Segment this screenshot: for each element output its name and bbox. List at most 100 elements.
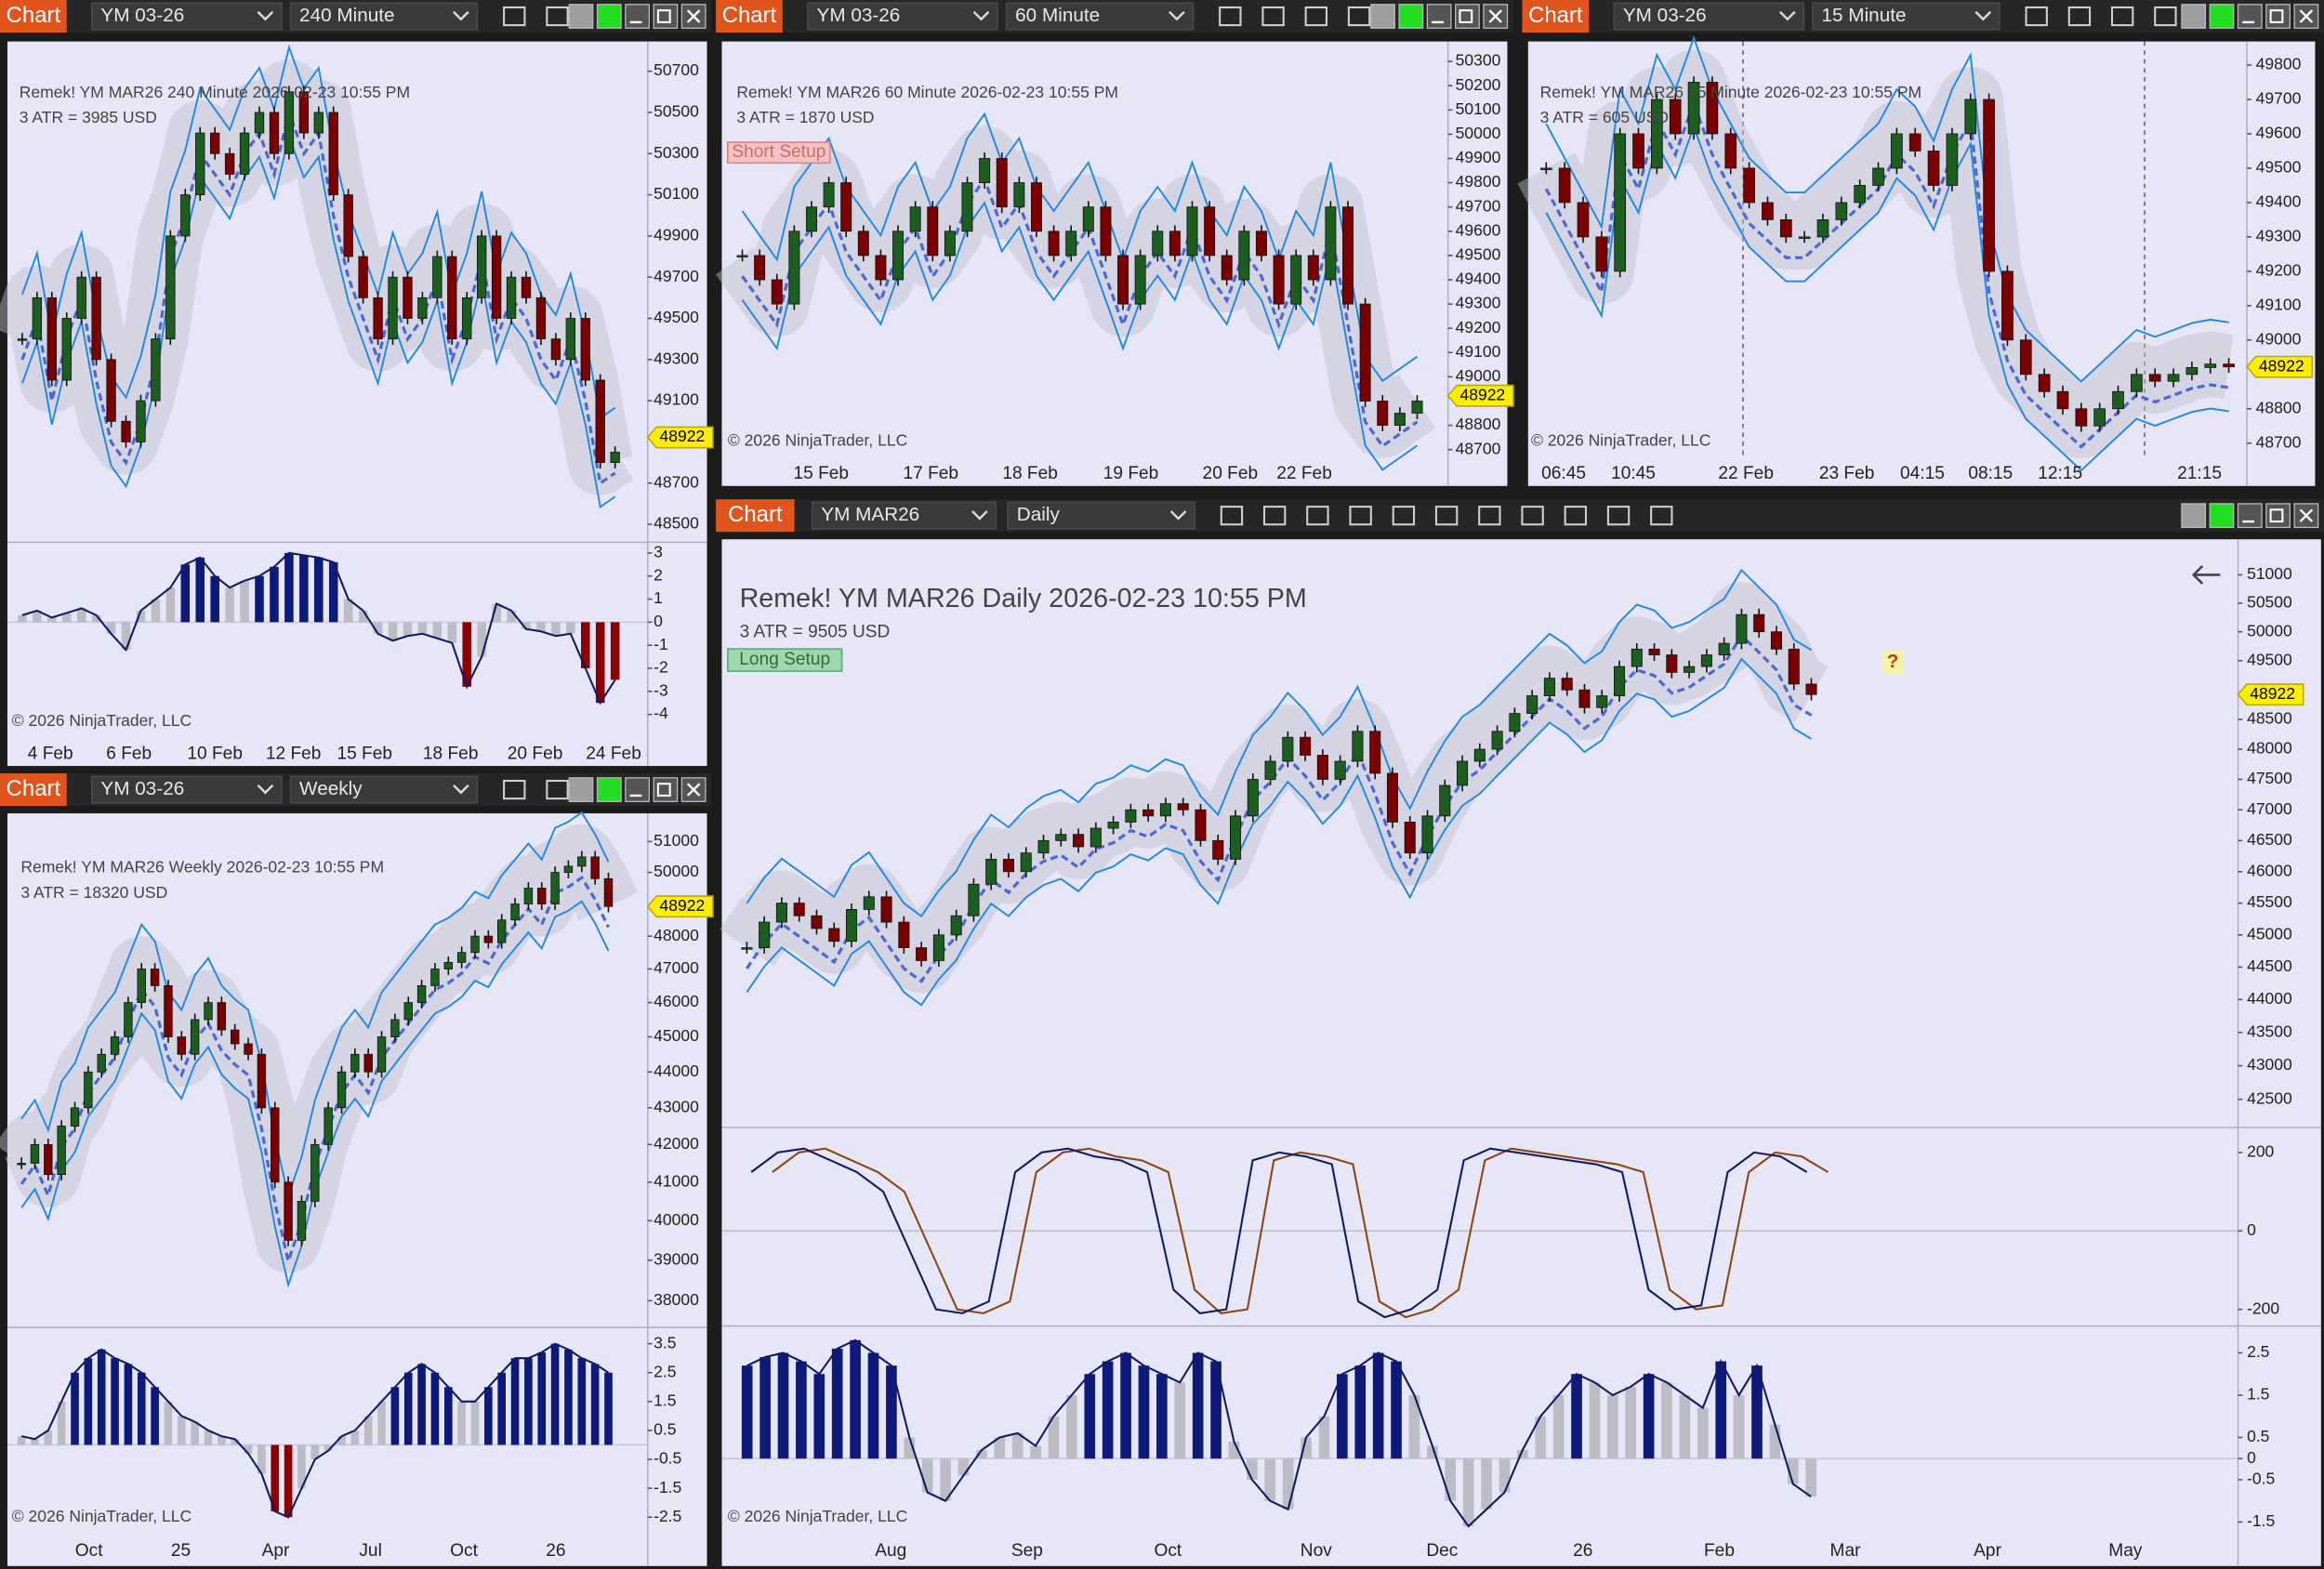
- toolbar-icon[interactable]: [546, 779, 569, 800]
- toolbar-icon[interactable]: [1392, 506, 1416, 526]
- chart-tab[interactable]: [716, 499, 795, 533]
- candle: [190, 1019, 200, 1055]
- x-axis-label: May: [2108, 1541, 2143, 1561]
- interval-dropdown[interactable]: [1812, 2, 2000, 31]
- hist-bar: [940, 1458, 951, 1501]
- instrument-dropdown[interactable]: [811, 501, 997, 530]
- candle: [736, 255, 748, 257]
- x-axis-label: 25: [171, 1541, 191, 1561]
- link-button[interactable]: [568, 777, 594, 802]
- toolbar-icon[interactable]: [2110, 6, 2134, 27]
- candle: [892, 231, 905, 281]
- link-button[interactable]: [2181, 503, 2207, 529]
- toolbar-icon[interactable]: [1304, 6, 1328, 27]
- toolbar-icon[interactable]: [1478, 506, 1501, 526]
- toolbar-icon[interactable]: [1219, 6, 1242, 27]
- toolbar-icon[interactable]: [1650, 506, 1673, 526]
- close-button[interactable]: [2293, 503, 2319, 529]
- candle: [580, 318, 590, 381]
- candle: [521, 276, 532, 298]
- chart-tab[interactable]: [716, 0, 783, 33]
- status-button[interactable]: [2209, 4, 2235, 29]
- instrument-dropdown[interactable]: [1613, 2, 1805, 31]
- instrument-dropdown[interactable]: [807, 2, 998, 31]
- hist-bar: [1228, 1442, 1240, 1459]
- candle: [1946, 133, 1959, 186]
- chart-title: Remek! YM MAR26 15 Minute 2026-02-23 10:…: [1540, 83, 1922, 101]
- interval-dropdown[interactable]: [1005, 2, 1195, 31]
- candle: [857, 231, 869, 257]
- status-button[interactable]: [596, 4, 622, 29]
- hist-bar: [1337, 1374, 1348, 1459]
- minimize-button[interactable]: [625, 777, 650, 802]
- instrument-dropdown[interactable]: [91, 775, 283, 804]
- toolbar-icon[interactable]: [2154, 6, 2177, 27]
- hist-bar: [76, 608, 86, 623]
- toolbar-icon[interactable]: [1564, 506, 1588, 526]
- candle: [1393, 413, 1406, 426]
- minimize-button[interactable]: [625, 4, 650, 29]
- candle: [1509, 713, 1521, 732]
- candle: [298, 91, 310, 134]
- toolbar-icon[interactable]: [1521, 506, 1544, 526]
- hist-bar: [1643, 1374, 1655, 1459]
- hist-tick-label: -1.5: [654, 1478, 681, 1496]
- toolbar-icon[interactable]: [1261, 6, 1285, 27]
- toolbar-icon[interactable]: [546, 6, 569, 27]
- chart-tab[interactable]: [0, 0, 67, 33]
- x-axis-label: 22 Feb: [1718, 464, 1774, 483]
- price-tick-label: 50200: [1456, 75, 1501, 94]
- close-glyph: [1488, 9, 1502, 23]
- instrument-dropdown[interactable]: [91, 2, 283, 31]
- minimize-button[interactable]: [2237, 4, 2263, 29]
- interval-dropdown[interactable]: [289, 775, 479, 804]
- interval-label: Weekly: [299, 778, 363, 799]
- toolbar-icon[interactable]: [1434, 506, 1459, 526]
- toolbar-icon[interactable]: [503, 779, 526, 800]
- link-button[interactable]: [1370, 4, 1395, 29]
- candle: [136, 400, 146, 442]
- status-button[interactable]: [2209, 503, 2235, 529]
- x-axis-label: Sep: [1011, 1541, 1043, 1561]
- candle: [1596, 695, 1608, 708]
- hist-bar: [314, 557, 324, 623]
- hist-bar: [91, 614, 101, 623]
- candle: [1577, 202, 1590, 238]
- candle: [1543, 678, 1555, 696]
- hist-tick-label: 0.5: [2247, 1427, 2269, 1445]
- toolbar-icon[interactable]: [1606, 506, 1631, 526]
- chart-tab[interactable]: [1522, 0, 1590, 33]
- toolbar-icon[interactable]: [1220, 506, 1244, 526]
- status-button[interactable]: [1398, 4, 1424, 29]
- candle: [239, 132, 250, 175]
- close-glyph: [686, 9, 701, 23]
- hist-bar: [1427, 1445, 1438, 1459]
- close-button[interactable]: [2293, 4, 2319, 29]
- chart-tab[interactable]: [0, 773, 67, 807]
- toolbar-icon[interactable]: [1262, 506, 1287, 526]
- price-tick-label: 45000: [654, 1026, 699, 1045]
- x-axis-label: 18 Feb: [1002, 464, 1058, 483]
- link-button[interactable]: [568, 4, 594, 29]
- candle: [447, 256, 457, 340]
- interval-dropdown[interactable]: [289, 2, 479, 31]
- back-arrow[interactable]: [2191, 564, 2221, 585]
- dropdown-chevron: [1169, 10, 1185, 21]
- toolbar-icon[interactable]: [1347, 6, 1371, 27]
- x-axis-label: 23 Feb: [1819, 464, 1875, 483]
- toolbar-icon[interactable]: [503, 6, 526, 27]
- price-tick-label: 51000: [2247, 564, 2292, 583]
- link-button[interactable]: [2181, 4, 2207, 29]
- minimize-button[interactable]: [2237, 503, 2263, 529]
- minimize-button[interactable]: [1426, 4, 1452, 29]
- toolbar-icon[interactable]: [2067, 6, 2092, 27]
- interval-dropdown[interactable]: [1007, 501, 1195, 530]
- toolbar-icon[interactable]: [1306, 506, 1329, 526]
- candle: [898, 921, 910, 949]
- status-button[interactable]: [596, 777, 622, 802]
- hist-bar: [566, 622, 575, 634]
- toolbar-icon[interactable]: [2025, 6, 2048, 27]
- close-button[interactable]: [1483, 4, 1509, 29]
- candle: [2223, 363, 2235, 368]
- toolbar-icon[interactable]: [1349, 506, 1372, 526]
